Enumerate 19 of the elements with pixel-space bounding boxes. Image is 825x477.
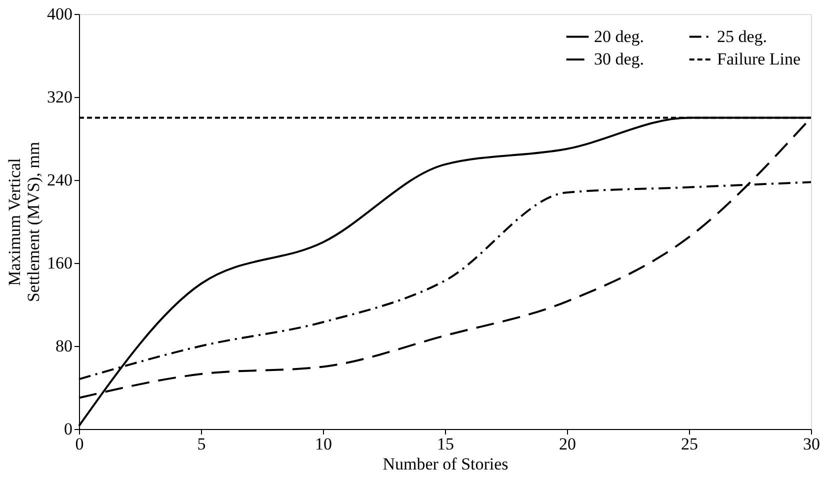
x-tick-label: 0 xyxy=(75,434,84,454)
x-tick-label: 10 xyxy=(315,434,332,454)
y-tick-label: 240 xyxy=(47,170,72,190)
y-tick-label: 160 xyxy=(47,254,72,272)
x-tick-label: 30 xyxy=(803,434,820,454)
y-tick-label: 80 xyxy=(56,336,72,356)
x-tick-label: 5 xyxy=(197,434,206,454)
legend-label: 25 deg. xyxy=(717,26,768,46)
y-tick-label: 0 xyxy=(64,420,72,438)
legend-label: 30 deg. xyxy=(594,50,644,68)
y-axis-title: Maximum Vertical Settlement (MVS), mm xyxy=(5,142,43,302)
y-tick-label: 320 xyxy=(47,88,72,106)
x-axis-title: Number of Stories xyxy=(382,454,508,474)
y-tick-label: 400 xyxy=(47,4,72,24)
legend-label: 20 deg. xyxy=(594,26,644,46)
x-tick-label: 15 xyxy=(437,434,454,454)
x-tick-label: 25 xyxy=(681,434,698,454)
x-tick-label: 20 xyxy=(559,434,576,454)
legend-label: Failure Line xyxy=(717,50,801,68)
